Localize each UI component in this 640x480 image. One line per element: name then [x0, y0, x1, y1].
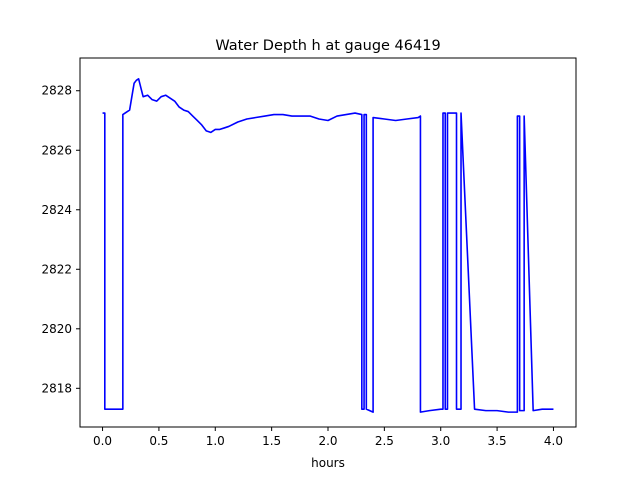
x-tick-label: 3.0: [431, 434, 450, 448]
x-tick-label: 2.5: [375, 434, 394, 448]
y-tick-label: 2826: [41, 143, 72, 157]
x-tick-label: 1.5: [262, 434, 281, 448]
x-tick-label: 0.5: [149, 434, 168, 448]
y-tick-label: 2822: [41, 262, 72, 276]
x-tick-label: 4.0: [544, 434, 563, 448]
x-tick-label: 2.0: [318, 434, 337, 448]
x-tick-label: 0.0: [93, 434, 112, 448]
y-tick-label: 2828: [41, 84, 72, 98]
y-tick-label: 2818: [41, 381, 72, 395]
y-tick-label: 2820: [41, 322, 72, 336]
y-tick-label: 2824: [41, 203, 72, 217]
series-line-0: [102, 78, 554, 413]
x-tick-label: 1.0: [206, 434, 225, 448]
x-tick-label: 3.5: [488, 434, 507, 448]
plot-area: 0.0 0.5 1.0 1.5 2.0 2.5 3.0 3.5 4.0 2818 2820 2822 2…: [41, 57, 577, 448]
x-axis-label: hours: [311, 456, 345, 470]
chart-title: Water Depth h at gauge 46419: [215, 38, 440, 54]
